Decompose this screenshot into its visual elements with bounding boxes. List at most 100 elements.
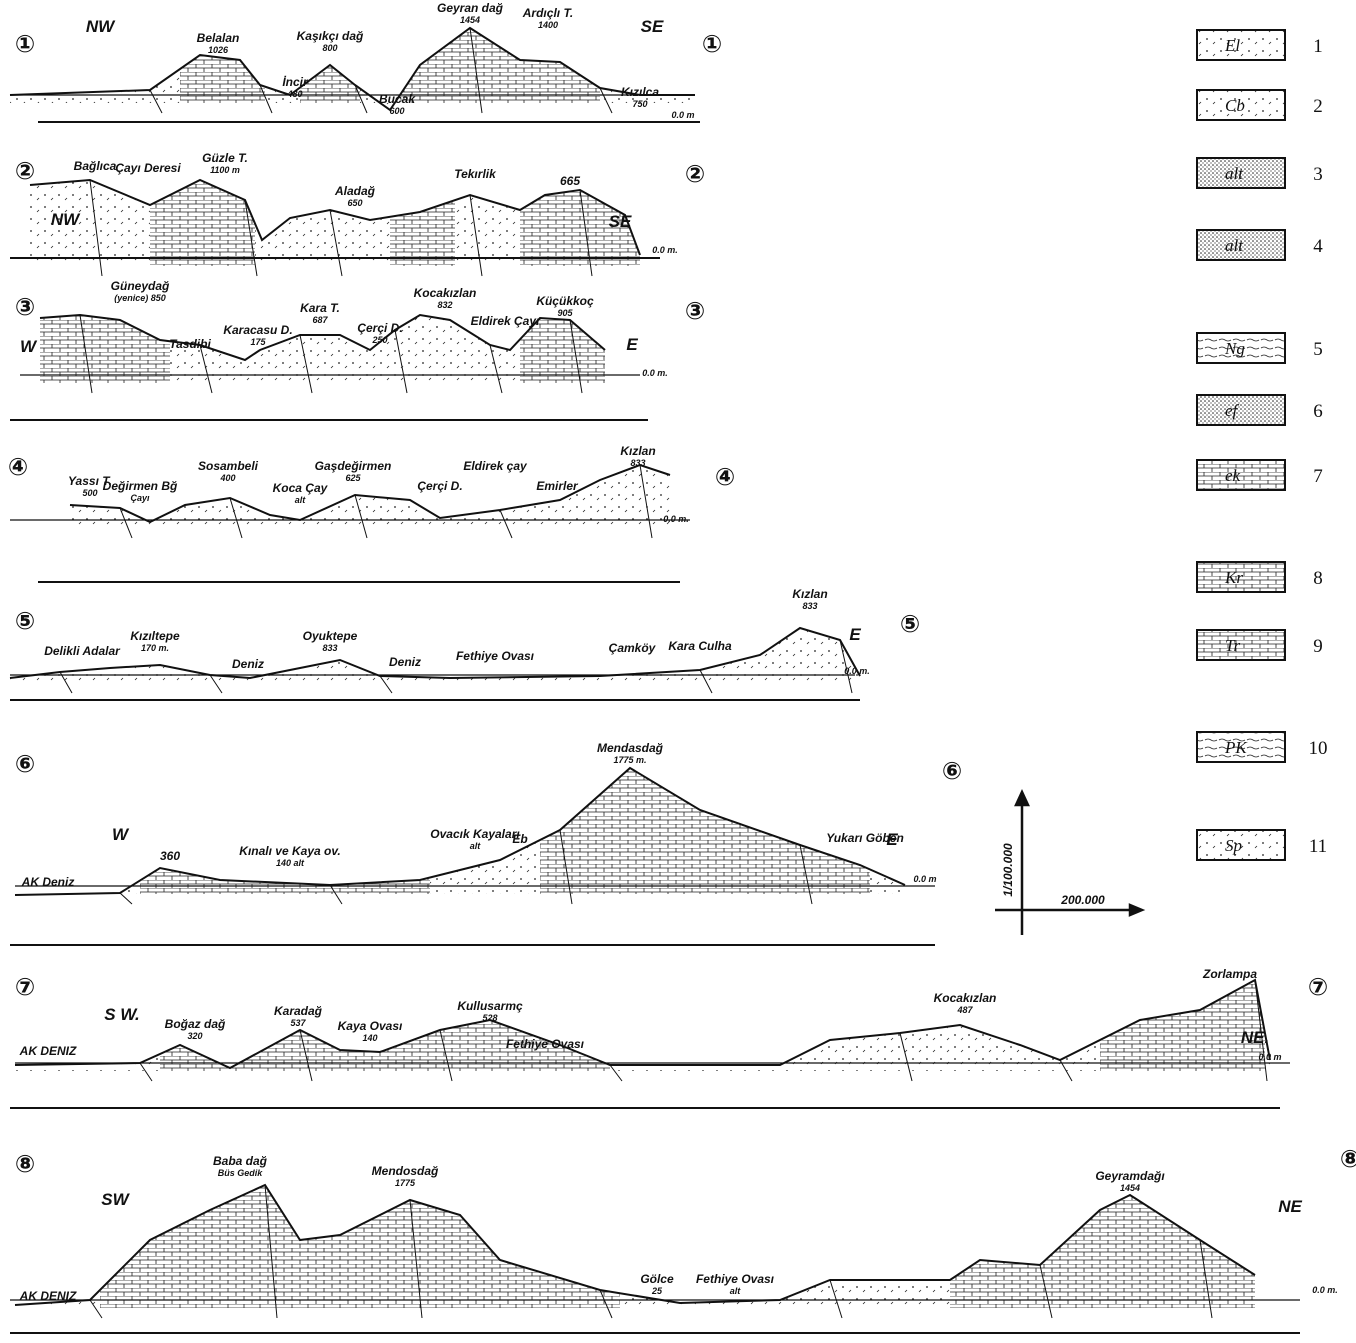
legend-number: 2 [1313,96,1323,117]
elevation: 480 [286,89,302,99]
place-name: AK Deniz [21,875,75,889]
legend-number: 9 [1313,636,1323,657]
place-name: Eldirek çay [463,459,528,473]
place-name: Kocakızlan [414,286,477,300]
datum: 0.0 m. [642,368,668,378]
elevation: 1400 [538,20,558,30]
legend-number: 7 [1313,466,1323,487]
place-name: Kaşıkçı dağ [297,29,364,43]
profile-number: ⑤ [15,607,35,635]
legend-number: 6 [1313,401,1323,422]
datum: 0.0 m. [663,514,689,524]
place-name: Eldirek Çayı [471,314,540,328]
place-name: Ovacık Kayaları [430,827,520,841]
elevation: 625 [345,473,361,483]
legend-item: Ng 5 [1197,333,1323,363]
legend-item: ek 7 [1197,460,1323,490]
legend-code: Ng [1224,339,1245,358]
legend-code: alt [1225,164,1244,183]
place-name: Fethiye Ovası [456,649,535,663]
place-name: Güneydağ [111,279,170,293]
profile-number: ⑥ [15,750,35,778]
place-name: 360 [160,849,180,863]
elevation: 750 [632,99,647,109]
place-name: Kızılca [621,85,659,99]
place-name: Mendasdağ [597,741,664,755]
profile-number: ⑧ [15,1150,35,1178]
elevation: 487 [956,1005,973,1015]
elevation: 905 [557,308,573,318]
limestone [100,1040,1255,1310]
legend-code: El [1224,36,1240,55]
direction: SE [641,17,664,36]
profile-number: ⑤ [900,610,920,638]
fault [120,893,132,904]
place-name: Baba dağ [213,1154,268,1168]
legend-item: El1 [1197,30,1323,60]
place-name: Gaşdeğirmen [315,459,392,473]
elevation: alt [730,1286,742,1296]
datum: 0.0 m. [1312,1285,1338,1295]
direction: NE. [1241,1028,1269,1047]
place-name: Küçükkoç [536,294,594,308]
profile-number: ① [702,30,722,58]
direction: S W. [104,1005,140,1024]
legend-code: ek [1225,466,1241,485]
elevation: 1454 [1120,1183,1140,1193]
legend-code: Sp [1225,836,1242,855]
datum: 0.0 m. [844,666,870,676]
place-name: Tasdibi [169,337,211,351]
place-name: Fethiye Ovası [696,1272,775,1286]
elevation: Çayı [130,493,150,503]
place-name: Bağlıca [74,159,117,173]
profile-number: ② [685,160,705,188]
place-name: Aladağ [334,184,376,198]
place-name: 665 [560,174,580,188]
profile-number: ⑦ [1308,973,1328,1001]
limestone-block [390,0,455,268]
direction: SE [609,212,632,231]
place-name: Kullusarmç [457,999,523,1013]
place-name: Kara T. [300,301,340,315]
place-name: Çerçi D. [417,479,462,493]
elevation: 175 [250,337,266,347]
legend-item: alt 4 [1197,230,1323,260]
legend-item: PK10 [1197,732,1328,762]
elevation: 25 [651,1286,663,1296]
direction: W [20,337,38,356]
place-name: Gölce [640,1272,674,1286]
datum: 0.0 m. [652,245,678,255]
datum: 0.0 m [1258,1052,1281,1062]
elevation: 833 [630,458,645,468]
elevation: 500 [82,488,97,498]
elevation: 800 [322,43,337,53]
elevation: 400 [219,473,235,483]
legend-code: PK [1224,738,1248,757]
place-name: Geyramdağı [1095,1169,1165,1183]
elevation: 537 [290,1018,306,1028]
direction: SW [101,1190,130,1209]
place-name: Mendosdağ [372,1164,439,1178]
profile-number: ① [15,30,35,58]
legend-number: 5 [1313,339,1323,360]
place-name: AK DENIZ [19,1044,77,1058]
profile-number: ⑦ [15,973,35,1001]
elevation: 1775 [395,1178,416,1188]
place-name: Çamköy [609,641,657,655]
profile: ⑤⑤E0.0 m.Delikli AdalarKızıltepe170 m.De… [10,587,920,700]
direction: E [849,625,861,644]
legend-number: 8 [1313,568,1323,589]
place-name: Belalan [197,31,240,45]
legend-number: 11 [1309,836,1327,857]
place-name: Kızlan [792,587,827,601]
legend-code: alt [1225,236,1244,255]
legend-number: 3 [1313,164,1323,185]
legend-code: Kr [1224,568,1243,587]
place-name: İncir [282,74,309,89]
direction: W [112,825,130,844]
horizontal-scale: 200.000 [1060,893,1105,907]
datum: 0.0 m [913,874,936,884]
legend-item: Cb2 [1197,90,1323,120]
direction: NE [1278,1197,1302,1216]
legend-number: 4 [1313,236,1323,257]
